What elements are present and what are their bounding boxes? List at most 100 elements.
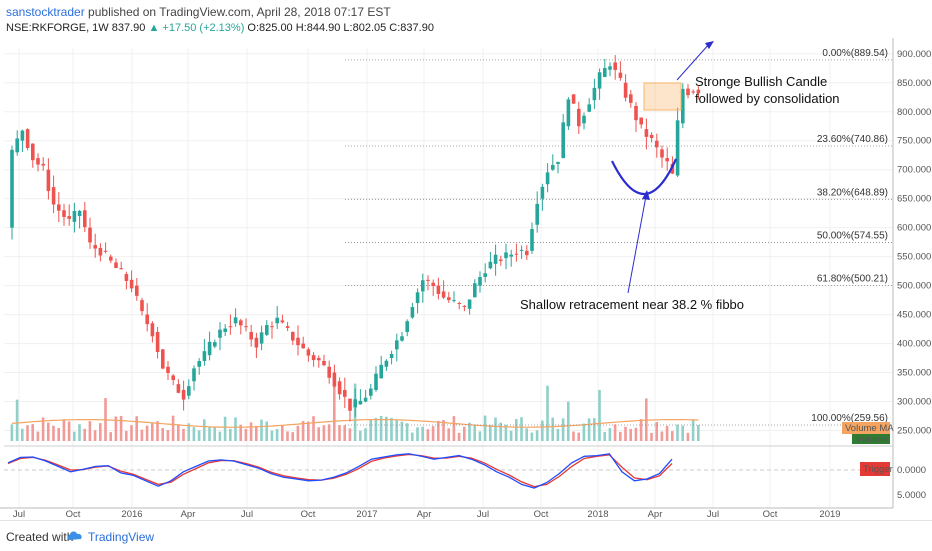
volume-bar	[52, 425, 55, 441]
volume-bar	[676, 424, 679, 441]
volume-bar	[338, 425, 341, 441]
candle-body	[322, 360, 326, 366]
annotations: Stronge Bullish Candle followed by consol…	[520, 41, 840, 312]
candle-body	[207, 341, 212, 356]
candle-body	[197, 361, 201, 367]
volume-bar	[47, 422, 50, 441]
volume-bar	[208, 426, 211, 441]
volume-bar	[613, 424, 617, 441]
candle-body	[176, 384, 181, 393]
tradingview-link[interactable]: TradingView	[88, 530, 155, 544]
candle-body	[181, 389, 186, 400]
volume-bar	[603, 432, 606, 441]
time-tick-label: 2018	[587, 509, 608, 520]
symbol-label[interactable]: NSE:RKFORGE, 1W	[6, 22, 109, 34]
volume-bar	[88, 421, 92, 441]
published-text: published on TradingView.com, April 28, …	[88, 5, 391, 19]
volume-bar	[572, 431, 575, 441]
time-tick-label: Oct	[763, 509, 778, 520]
volume-bar	[223, 416, 227, 441]
created-with-text: Created with	[6, 530, 74, 544]
volume-bar	[561, 418, 565, 441]
author-link[interactable]: sanstocktrader	[6, 5, 85, 19]
candle-body	[696, 89, 701, 94]
candle-body	[36, 158, 40, 165]
volume-bar	[192, 427, 196, 441]
volume-bar	[535, 430, 539, 441]
candle-body	[88, 227, 92, 243]
price-tick-label: 700.000	[897, 165, 931, 176]
candle-body	[343, 389, 347, 397]
candle-body	[514, 253, 519, 255]
volume-bar	[686, 432, 690, 441]
price-tick-label: 250.000	[897, 426, 931, 437]
candle-body	[109, 256, 113, 261]
volume-bar	[114, 416, 118, 441]
volume-bar	[73, 431, 76, 441]
candle-body	[259, 332, 264, 344]
publish-line: sanstocktrader published on TradingView.…	[6, 5, 391, 19]
price-tick-label: 550.000	[897, 252, 931, 263]
candle-body	[597, 72, 602, 89]
candle-body	[327, 366, 331, 378]
volume-bar	[36, 431, 40, 441]
volume-bar	[551, 417, 554, 441]
fib-level-label: 61.80%(500.21)	[817, 273, 888, 284]
retracement-arrow-head	[642, 190, 650, 200]
candle-body	[155, 331, 160, 352]
time-tick-label: Apr	[181, 509, 196, 520]
annotation-text: Stronge Bullish Candle	[695, 74, 827, 89]
candle-body	[582, 115, 586, 124]
axes: 250.000 300.000 350.000 400.000 450.000 500.0…	[0, 38, 931, 520]
retracement-curve	[611, 158, 678, 196]
retracement-arrow-line	[627, 195, 647, 294]
volume-bar	[140, 429, 144, 441]
volume-bar	[161, 428, 164, 441]
candle-body	[447, 297, 451, 301]
candle-body	[556, 161, 560, 164]
candle-body	[587, 104, 591, 112]
candle-body	[275, 317, 279, 324]
volume-bar	[15, 399, 19, 441]
candle-body	[145, 314, 149, 325]
volume-bar	[203, 419, 206, 441]
volume-bar	[671, 431, 674, 441]
volume-bar	[655, 422, 658, 441]
volume-bar	[691, 419, 695, 441]
candle-body	[530, 229, 534, 251]
candle-body	[467, 299, 472, 309]
volume-bar	[130, 425, 133, 441]
volume-bar	[67, 421, 71, 441]
price-tick-label: 450.000	[897, 310, 931, 321]
volume-bar	[307, 421, 310, 441]
volume-bar	[608, 428, 612, 441]
volume-bar	[93, 430, 97, 441]
candle-body	[525, 250, 529, 256]
volume-bar	[317, 427, 320, 441]
candle-body	[31, 143, 35, 161]
candle-body	[301, 343, 305, 349]
candle-body	[93, 245, 97, 249]
volume-bar	[681, 425, 684, 441]
volume-bar	[78, 424, 81, 441]
candle-body	[644, 129, 649, 137]
candle-body	[20, 130, 25, 141]
chart-area[interactable]: 0.00%(889.54) 23.60%(740.86) 38.20%(648.89…	[0, 38, 932, 520]
fib-level-label: 50.00%(574.55)	[817, 230, 888, 241]
candle-body	[415, 292, 420, 304]
candle-body	[655, 140, 659, 148]
annotation-text: Shallow retracement near 38.2 % fibbo	[520, 297, 744, 312]
candle-body	[509, 254, 513, 257]
volume-ma-line	[11, 419, 699, 428]
candle-body	[103, 250, 108, 252]
volume-bar	[187, 423, 190, 441]
candle-body	[675, 120, 680, 176]
candle-body	[270, 326, 274, 328]
candle-body	[140, 300, 144, 312]
volume-bar	[62, 419, 66, 441]
oscillator-pane: Trigger 0.0000 5.0000	[4, 445, 926, 501]
volume-bar	[312, 416, 315, 441]
time-tick-label: 2016	[121, 509, 142, 520]
candle-body	[639, 117, 643, 125]
volume-bar	[509, 430, 513, 441]
